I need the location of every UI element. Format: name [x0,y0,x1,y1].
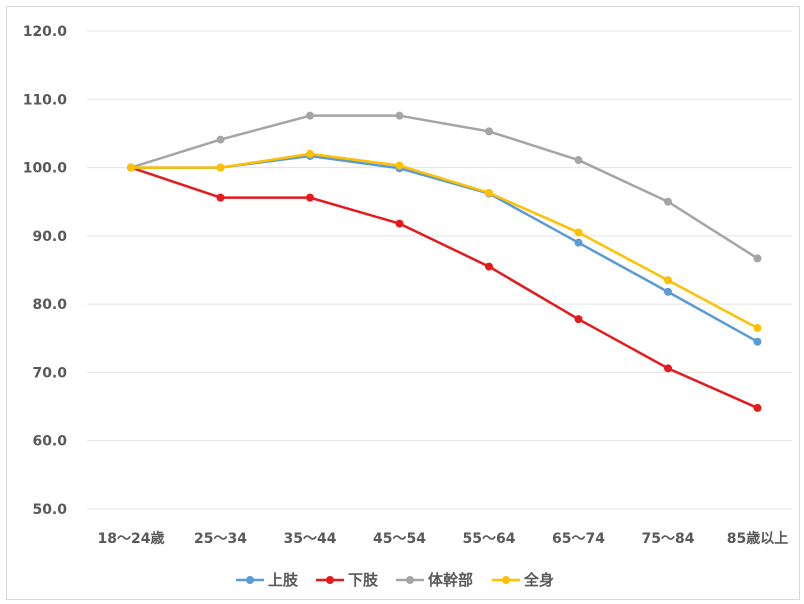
data-point [753,254,762,263]
x-tick-label: 25～34 [194,531,247,547]
legend-label: 下肢 [348,571,379,589]
series-line [131,154,759,343]
data-point [306,193,314,202]
data-point [485,188,493,197]
data-point [216,193,225,202]
legend-item: 全身 [492,571,554,589]
series-3 [127,111,762,263]
legend-marker [502,576,510,584]
data-point [395,161,404,170]
x-tick-label: 18～24歳 [98,530,165,547]
data-point [574,315,583,324]
line-chart: 50.0 60.0 70.0 80.0 90.0 100.0 110.0 120.0 18～2… [23,24,792,589]
x-tick-label: 75～84 [642,531,695,547]
x-tick-label: 35～44 [284,531,337,547]
y-tick-label: 110.0 [23,92,68,108]
data-point [395,219,404,228]
legend-label: 全身 [523,571,554,589]
series-4 [127,149,762,333]
x-tick-label: 65～74 [552,531,605,547]
legend-item: 体幹部 [396,571,473,589]
legend: 上肢 下肢 体幹部 全身 [236,571,554,589]
data-point [127,163,135,172]
data-point [395,111,404,120]
data-point [664,287,672,296]
data-point [664,364,672,373]
data-point [306,111,314,120]
legend-label: 上肢 [268,571,299,589]
series-lines [127,111,762,412]
legend-marker [326,576,334,584]
y-tick-label: 80.0 [32,297,67,313]
legend-marker [406,576,414,584]
legend-marker [246,576,254,584]
data-point [574,228,583,237]
y-tick-label: 60.0 [32,434,67,450]
data-point [753,337,762,346]
legend-item: 上肢 [236,571,299,589]
data-point [753,324,762,333]
x-tick-label: 85歳以上 [727,530,788,547]
data-point [216,135,225,144]
data-point [574,156,583,165]
x-axis-tick-labels: 18～24歳 25～34 35～44 45～54 55～64 65～74 75～84 85歳以… [98,530,789,547]
y-tick-label: 50.0 [32,502,67,518]
data-point [664,276,672,285]
y-tick-label: 70.0 [32,365,67,381]
data-point [216,163,225,172]
chart-frame: 50.0 60.0 70.0 80.0 90.0 100.0 110.0 120.0 18～2… [6,6,800,600]
legend-label: 体幹部 [428,571,473,589]
y-tick-label: 90.0 [32,229,67,245]
data-point [485,262,493,271]
y-tick-label: 120.0 [23,24,68,40]
data-point [664,197,672,206]
series-line [130,114,759,260]
x-tick-label: 55～64 [463,531,516,547]
data-point [485,127,493,136]
x-tick-label: 45～54 [373,531,426,547]
data-point [574,238,583,247]
y-tick-label: 100.0 [23,161,68,177]
series-line [131,152,759,330]
series-line [130,166,759,410]
legend-item: 下肢 [316,571,379,589]
data-point [306,149,314,158]
gridlines [87,30,792,510]
series-1 [127,151,762,346]
y-axis-tick-labels: 50.0 60.0 70.0 80.0 90.0 100.0 110.0 120.0 [23,24,68,518]
data-point [753,403,762,412]
